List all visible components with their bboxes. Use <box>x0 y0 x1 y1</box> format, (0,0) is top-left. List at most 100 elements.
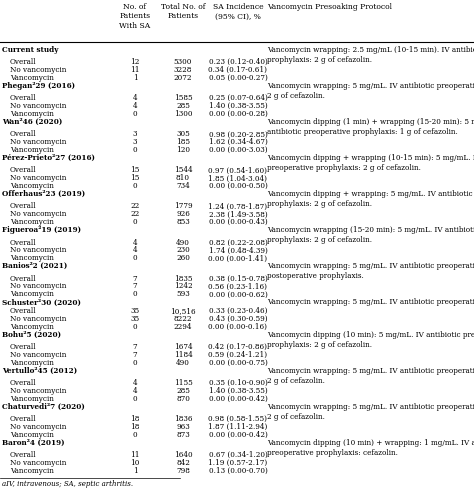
Text: Vancomycin wrapping: 5 mg/mL. IV antibiotic preoperative prophylaxis:
2 g of cef: Vancomycin wrapping: 5 mg/mL. IV antibio… <box>267 367 474 385</box>
Text: 1640: 1640 <box>173 451 192 459</box>
Text: No vancomycin: No vancomycin <box>10 315 66 323</box>
Text: 120: 120 <box>176 146 190 154</box>
Text: 0.00 (0.00-0.42): 0.00 (0.00-0.42) <box>209 431 267 439</box>
Text: Overall: Overall <box>10 343 36 351</box>
Text: 0.59 (0.24-1.21): 0.59 (0.24-1.21) <box>209 351 267 359</box>
Text: Schuster²30 (2020): Schuster²30 (2020) <box>2 298 81 307</box>
Text: 10: 10 <box>130 459 140 467</box>
Text: 1835: 1835 <box>174 275 192 282</box>
Text: Offerhaus²23 (2019): Offerhaus²23 (2019) <box>2 190 85 198</box>
Text: Overall: Overall <box>10 203 36 211</box>
Text: 0.67 (0.34-1.20): 0.67 (0.34-1.20) <box>209 451 267 459</box>
Text: Vancomycin dipping (10 min): 5 mg/mL. IV antibiotic preoperative
prophylaxis: 2 : Vancomycin dipping (10 min): 5 mg/mL. IV… <box>267 331 474 349</box>
Text: Vancomycin dipping + wrapping (10-15 min): 5 mg/mL. IV antibiotic
preoperative p: Vancomycin dipping + wrapping (10-15 min… <box>267 154 474 172</box>
Text: 1674: 1674 <box>173 343 192 351</box>
Text: 0.98 (0.58-1.55): 0.98 (0.58-1.55) <box>209 415 267 423</box>
Text: 1.40 (0.38-3.55): 1.40 (0.38-3.55) <box>209 387 267 395</box>
Text: Figueroa²19 (2019): Figueroa²19 (2019) <box>2 226 81 234</box>
Text: 185: 185 <box>176 138 190 146</box>
Text: 0.42 (0.17-0.86): 0.42 (0.17-0.86) <box>209 343 267 351</box>
Text: 1.85 (1.04-3.04): 1.85 (1.04-3.04) <box>209 174 267 183</box>
Text: 1.40 (0.38-3.55): 1.40 (0.38-3.55) <box>209 102 267 110</box>
Text: 0: 0 <box>133 359 137 367</box>
Text: Total No. of
Patients: Total No. of Patients <box>161 3 205 21</box>
Text: 0.00 (0.00-0.28): 0.00 (0.00-0.28) <box>209 110 267 118</box>
Text: 873: 873 <box>176 431 190 439</box>
Text: Vancomycin wrapping: 2.5 mg/mL (10-15 min). IV antibiotic preoperative
prophylax: Vancomycin wrapping: 2.5 mg/mL (10-15 mi… <box>267 46 474 64</box>
Text: 2.38 (1.49-3.58): 2.38 (1.49-3.58) <box>209 211 267 218</box>
Text: 0.97 (0.54-1.60): 0.97 (0.54-1.60) <box>209 166 267 175</box>
Text: 0: 0 <box>133 290 137 299</box>
Text: 1.19 (0.57-2.17): 1.19 (0.57-2.17) <box>209 459 268 467</box>
Text: 0: 0 <box>133 254 137 262</box>
Text: Overall: Overall <box>10 166 36 175</box>
Text: Overall: Overall <box>10 379 36 387</box>
Text: 8222: 8222 <box>174 315 192 323</box>
Text: Overall: Overall <box>10 239 36 246</box>
Text: 4: 4 <box>133 94 137 102</box>
Text: 0.82 (0.22-2.08): 0.82 (0.22-2.08) <box>209 239 267 246</box>
Text: Vancomycin: Vancomycin <box>10 110 54 118</box>
Text: 260: 260 <box>176 254 190 262</box>
Text: Vancomycin: Vancomycin <box>10 431 54 439</box>
Text: Vancomycin: Vancomycin <box>10 323 54 331</box>
Text: 7: 7 <box>133 282 137 290</box>
Text: 810: 810 <box>176 174 190 183</box>
Text: 0.00 (0.00-0.62): 0.00 (0.00-0.62) <box>209 290 267 299</box>
Text: 1184: 1184 <box>173 351 192 359</box>
Text: 1.87 (1.11-2.94): 1.87 (1.11-2.94) <box>208 423 268 431</box>
Text: No vancomycin: No vancomycin <box>10 282 66 290</box>
Text: 4: 4 <box>133 102 137 110</box>
Text: Vancomycin wrapping: 5 mg/mL. IV antibiotic preoperative prophylaxis:
2 g of cef: Vancomycin wrapping: 5 mg/mL. IV antibio… <box>267 403 474 421</box>
Text: 0.43 (0.30-0.59): 0.43 (0.30-0.59) <box>209 315 267 323</box>
Text: 0: 0 <box>133 218 137 226</box>
Text: aIV, intravenous; SA, septic arthritis.: aIV, intravenous; SA, septic arthritis. <box>2 480 133 488</box>
Text: 0.38 (0.15-0.78): 0.38 (0.15-0.78) <box>209 275 267 282</box>
Text: No vancomycin: No vancomycin <box>10 138 66 146</box>
Text: 1779: 1779 <box>173 203 192 211</box>
Text: 1155: 1155 <box>173 379 192 387</box>
Text: 0.00 (0.00-1.41): 0.00 (0.00-1.41) <box>209 254 267 262</box>
Text: Phegan²29 (2016): Phegan²29 (2016) <box>2 82 75 90</box>
Text: Current study: Current study <box>2 46 58 54</box>
Text: 22: 22 <box>130 211 140 218</box>
Text: 0: 0 <box>133 110 137 118</box>
Text: 0.00 (0.00-0.16): 0.00 (0.00-0.16) <box>209 323 267 331</box>
Text: 1.74 (0.48-4.39): 1.74 (0.48-4.39) <box>209 246 267 254</box>
Text: 1: 1 <box>133 467 137 475</box>
Text: No vancomycin: No vancomycin <box>10 102 66 110</box>
Text: 5300: 5300 <box>174 58 192 66</box>
Text: 1836: 1836 <box>174 415 192 423</box>
Text: Overall: Overall <box>10 451 36 459</box>
Text: Vancomycin wrapping (15-20 min): 5 mg/mL. IV antibiotic preoperative
prophylaxis: Vancomycin wrapping (15-20 min): 5 mg/mL… <box>267 226 474 244</box>
Text: 842: 842 <box>176 459 190 467</box>
Text: 7: 7 <box>133 275 137 282</box>
Text: Overall: Overall <box>10 275 36 282</box>
Text: 0.56 (0.23-1.16): 0.56 (0.23-1.16) <box>209 282 267 290</box>
Text: Pérez-Prieto²27 (2016): Pérez-Prieto²27 (2016) <box>2 154 95 162</box>
Text: No vancomycin: No vancomycin <box>10 459 66 467</box>
Text: Overall: Overall <box>10 58 36 66</box>
Text: Overall: Overall <box>10 130 36 138</box>
Text: 2294: 2294 <box>174 323 192 331</box>
Text: 0.00 (0.00-0.75): 0.00 (0.00-0.75) <box>209 359 267 367</box>
Text: 0: 0 <box>133 395 137 403</box>
Text: 18: 18 <box>130 415 140 423</box>
Text: 0.13 (0.00-0.70): 0.13 (0.00-0.70) <box>209 467 267 475</box>
Text: Vancomycin: Vancomycin <box>10 74 54 82</box>
Text: Banios²2 (2021): Banios²2 (2021) <box>2 262 67 270</box>
Text: Vancomycin dipping + wrapping: 5 mg/mL. IV antibiotic preoperative
prophylaxis: : Vancomycin dipping + wrapping: 5 mg/mL. … <box>267 190 474 208</box>
Text: Bohu²5 (2020): Bohu²5 (2020) <box>2 331 61 339</box>
Text: 4: 4 <box>133 246 137 254</box>
Text: No vancomycin: No vancomycin <box>10 423 66 431</box>
Text: Vancomycin: Vancomycin <box>10 359 54 367</box>
Text: 593: 593 <box>176 290 190 299</box>
Text: 4: 4 <box>133 387 137 395</box>
Text: 10,516: 10,516 <box>170 307 196 315</box>
Text: 3228: 3228 <box>174 66 192 74</box>
Text: Overall: Overall <box>10 94 36 102</box>
Text: 870: 870 <box>176 395 190 403</box>
Text: 11: 11 <box>130 66 140 74</box>
Text: 4: 4 <box>133 239 137 246</box>
Text: 285: 285 <box>176 102 190 110</box>
